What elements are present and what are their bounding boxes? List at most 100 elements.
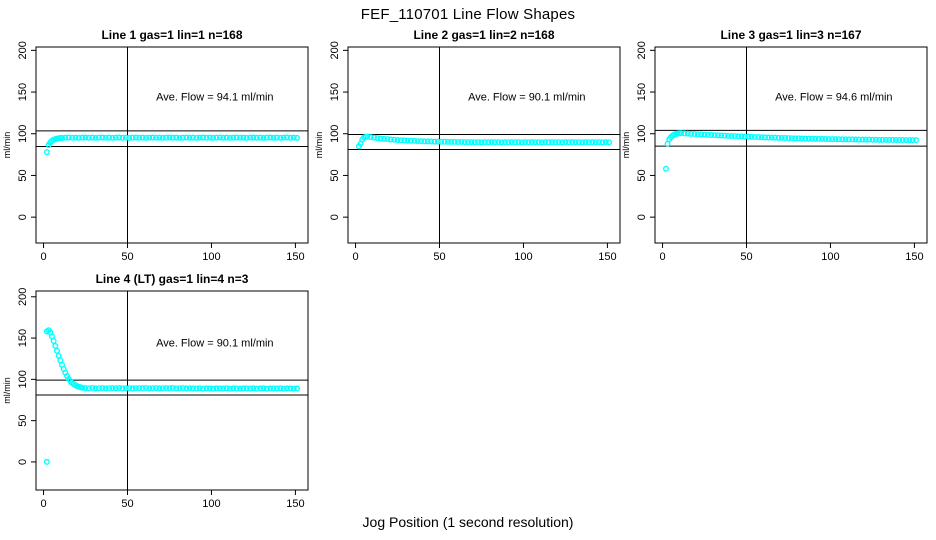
data-point: [461, 139, 468, 146]
data-point: [173, 385, 180, 392]
data-point: [454, 138, 461, 145]
data-point: [882, 136, 889, 143]
data-point: [95, 385, 102, 392]
data-point: [213, 385, 220, 392]
data-point: [708, 131, 715, 138]
data-point: [223, 134, 230, 141]
data-point: [792, 135, 799, 142]
data-point: [364, 133, 371, 140]
data-point: [280, 134, 287, 141]
data-point: [538, 139, 545, 146]
data-point: [384, 136, 391, 143]
data-point: [572, 139, 579, 146]
y-tick-label: 150: [636, 83, 648, 101]
data-point: [856, 136, 863, 143]
data-point: [253, 134, 260, 141]
data-point: [280, 385, 287, 392]
data-point: [220, 134, 227, 141]
data-point: [788, 135, 795, 142]
data-point: [43, 458, 50, 465]
data-point: [731, 133, 738, 140]
data-point: [698, 131, 705, 138]
data-point: [82, 385, 89, 392]
y-tick-label: 100: [329, 125, 341, 143]
data-point: [765, 134, 772, 141]
data-point: [109, 134, 116, 141]
data-point: [859, 136, 866, 143]
data-point: [153, 385, 160, 392]
ave-flow-annotation: Ave. Flow = 94.6 ml/min: [775, 91, 892, 103]
data-point: [53, 347, 60, 354]
data-point: [825, 136, 832, 143]
data-point: [146, 385, 153, 392]
data-point: [226, 134, 233, 141]
data-point: [92, 134, 99, 141]
data-point: [748, 133, 755, 140]
data-point: [515, 139, 522, 146]
data-point: [112, 134, 119, 141]
data-point: [153, 134, 160, 141]
data-point: [755, 134, 762, 141]
data-point: [505, 139, 512, 146]
ave-flow-annotation: Ave. Flow = 90.1 ml/min: [468, 91, 585, 103]
data-point: [260, 385, 267, 392]
y-tick-label: 50: [329, 169, 341, 181]
data-point: [186, 385, 193, 392]
data-point: [243, 385, 250, 392]
data-point: [872, 136, 879, 143]
data-point: [203, 385, 210, 392]
data-point: [62, 134, 69, 141]
data-point: [906, 137, 913, 144]
data-point: [79, 384, 86, 391]
data-point: [253, 385, 260, 392]
data-point: [404, 137, 411, 144]
y-tick-label: 200: [636, 41, 648, 59]
data-point: [444, 138, 451, 145]
data-point: [243, 134, 250, 141]
data-point: [149, 385, 156, 392]
data-point: [216, 385, 223, 392]
data-point: [795, 135, 802, 142]
data-point: [741, 133, 748, 140]
data-point: [263, 385, 270, 392]
data-point: [139, 385, 146, 392]
data-point: [431, 138, 438, 145]
x-tick-label: 50: [433, 251, 445, 263]
plot-box: [35, 46, 309, 244]
data-point: [678, 130, 685, 137]
data-point: [206, 134, 213, 141]
data-point: [772, 134, 779, 141]
data-point: [210, 134, 217, 141]
data-point: [230, 134, 237, 141]
data-point: [411, 137, 418, 144]
data-point: [240, 134, 247, 141]
data-point: [545, 139, 552, 146]
data-point: [156, 385, 163, 392]
data-point: [721, 132, 728, 139]
data-point: [438, 138, 445, 145]
data-point: [465, 139, 472, 146]
data-point: [247, 134, 254, 141]
x-tick-label: 150: [286, 251, 304, 263]
data-point: [216, 134, 223, 141]
y-tick-label: 150: [329, 83, 341, 101]
data-point: [294, 385, 301, 392]
data-point: [542, 139, 549, 146]
x-tick-label: 50: [121, 498, 133, 510]
x-tick-label: 50: [740, 251, 752, 263]
data-point: [562, 139, 569, 146]
data-point: [85, 134, 92, 141]
data-point: [257, 134, 264, 141]
data-point: [579, 139, 586, 146]
data-point: [142, 385, 149, 392]
data-point: [725, 132, 732, 139]
data-point: [85, 385, 92, 392]
data-point: [414, 138, 421, 145]
x-tick-label: 0: [40, 251, 46, 263]
data-point: [166, 134, 173, 141]
data-point: [267, 134, 274, 141]
plot-box: [35, 290, 309, 491]
data-point: [132, 385, 139, 392]
data-point: [913, 137, 920, 144]
data-point: [798, 135, 805, 142]
